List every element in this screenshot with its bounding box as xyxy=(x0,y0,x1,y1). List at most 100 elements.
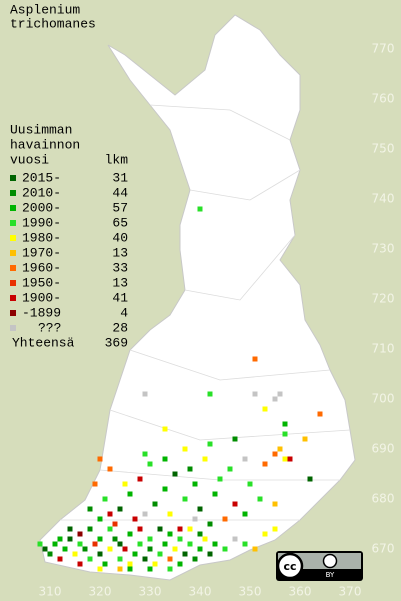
occurrence-square xyxy=(147,566,153,572)
cc-text: cc xyxy=(283,560,296,573)
occurrence-square xyxy=(107,511,113,517)
occurrence-square xyxy=(137,476,143,482)
occurrence-square xyxy=(197,206,203,212)
x-label: 340 xyxy=(189,585,212,599)
legend-label: 2000- xyxy=(22,200,61,215)
occurrence-square xyxy=(197,531,203,537)
legend-label: 1960- xyxy=(22,260,61,275)
legend-count: 4 xyxy=(120,305,128,320)
occurrence-square xyxy=(132,551,138,557)
occurrence-square xyxy=(282,456,288,462)
occurrence-square xyxy=(272,396,278,402)
occurrence-square xyxy=(197,506,203,512)
legend-swatch xyxy=(10,190,16,196)
occurrence-square xyxy=(232,536,238,542)
legend-count: 28 xyxy=(112,320,128,335)
legend-label: 2015- xyxy=(22,170,61,185)
y-label: 670 xyxy=(372,542,395,556)
border xyxy=(184,234,296,301)
occurrence-square xyxy=(97,551,103,557)
occurrence-square xyxy=(77,561,83,567)
occurrence-square xyxy=(252,391,258,397)
occurrence-square xyxy=(147,546,153,552)
occurrence-square xyxy=(172,471,178,477)
x-label: 370 xyxy=(339,585,362,599)
occurrence-square xyxy=(82,546,88,552)
occurrence-square xyxy=(167,566,173,572)
legend-label: -1899 xyxy=(22,305,61,320)
occurrence-square xyxy=(137,526,143,532)
occurrence-square xyxy=(97,566,103,572)
occurrence-square xyxy=(192,516,198,522)
occurrence-square xyxy=(92,541,98,547)
occurrence-square xyxy=(232,436,238,442)
legend-count: 40 xyxy=(112,230,128,245)
legend-count: 31 xyxy=(112,170,128,185)
legend-total-label: Yhteensä xyxy=(12,335,75,350)
legend-swatch xyxy=(10,220,16,226)
occurrence-square xyxy=(222,516,228,522)
legend-swatch xyxy=(10,325,16,331)
occurrence-square xyxy=(277,391,283,397)
occurrence-square xyxy=(142,511,148,517)
x-label: 320 xyxy=(89,585,112,599)
legend-label: 1900- xyxy=(22,290,61,305)
occurrence-square xyxy=(97,456,103,462)
occurrence-square xyxy=(72,551,78,557)
occurrence-square xyxy=(42,546,48,552)
occurrence-square xyxy=(252,356,258,362)
occurrence-square xyxy=(187,466,193,472)
occurrence-square xyxy=(117,541,123,547)
occurrence-square xyxy=(242,456,248,462)
occurrence-square xyxy=(97,536,103,542)
title-line: Asplenium xyxy=(10,2,80,17)
occurrence-square xyxy=(87,526,93,532)
occurrence-square xyxy=(67,526,73,532)
y-label: 730 xyxy=(372,242,395,256)
occurrence-square xyxy=(242,541,248,547)
occurrence-square xyxy=(167,511,173,517)
occurrence-square xyxy=(62,546,68,552)
occurrence-square xyxy=(142,391,148,397)
legend-total: 369 xyxy=(105,335,128,350)
legend-header: Uusimman xyxy=(10,122,72,137)
occurrence-square xyxy=(112,521,118,527)
license-badge: cc BY xyxy=(276,551,363,581)
occurrence-square xyxy=(107,546,113,552)
occurrence-square xyxy=(142,556,148,562)
finland-outline xyxy=(39,14,356,581)
occurrence-square xyxy=(112,536,118,542)
occurrences xyxy=(37,206,323,572)
occurrence-square xyxy=(187,526,193,532)
by-icon xyxy=(322,553,338,569)
occurrence-square xyxy=(182,551,188,557)
legend-count-header: lkm xyxy=(105,152,129,167)
occurrence-square xyxy=(127,491,133,497)
legend-label: 2010- xyxy=(22,185,61,200)
occurrence-square xyxy=(272,501,278,507)
occurrence-square xyxy=(127,561,133,567)
occurrence-square xyxy=(107,526,113,532)
occurrence-square xyxy=(57,536,63,542)
occurrence-square xyxy=(252,546,258,552)
legend-count: 65 xyxy=(112,215,128,230)
x-label: 360 xyxy=(289,585,312,599)
legend-header: vuosi xyxy=(10,152,49,167)
occurrence-square xyxy=(137,541,143,547)
occurrence-square xyxy=(217,476,223,482)
occurrence-square xyxy=(162,541,168,547)
legend-swatch xyxy=(10,250,16,256)
legend-swatch xyxy=(10,235,16,241)
border xyxy=(129,349,331,381)
occurrence-square xyxy=(197,546,203,552)
y-label: 750 xyxy=(372,142,395,156)
occurrence-square xyxy=(317,411,323,417)
occurrence-square xyxy=(172,546,178,552)
region-borders xyxy=(60,104,351,521)
legend-swatch xyxy=(10,265,16,271)
occurrence-square xyxy=(272,526,278,532)
occurrence-square xyxy=(162,456,168,462)
occurrence-square xyxy=(207,521,213,527)
